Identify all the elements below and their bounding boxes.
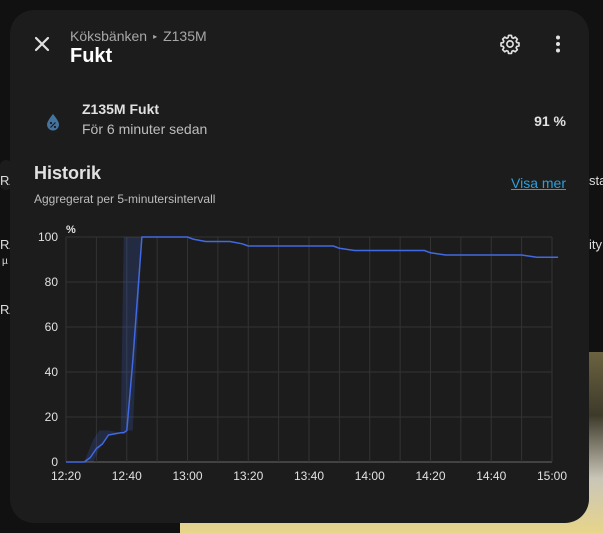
breadcrumb-device[interactable]: Z135M xyxy=(163,28,207,44)
chevron-right-icon: ▸ xyxy=(153,31,158,41)
breadcrumb: Köksbänken ▸ Z135M xyxy=(70,28,207,44)
y-axis-label: % xyxy=(66,224,76,236)
background-fragment: µ xyxy=(2,256,8,267)
y-tick-label: 60 xyxy=(45,320,59,334)
y-tick-label: 100 xyxy=(38,230,58,244)
entity-last-changed: För 6 minuter sedan xyxy=(82,121,208,137)
min-max-band xyxy=(66,237,142,462)
y-tick-label: 0 xyxy=(51,455,58,469)
x-tick-label: 13:40 xyxy=(294,469,324,483)
dialog-title: Fukt xyxy=(70,45,113,67)
background-fragment: ity xyxy=(589,237,602,252)
x-tick-label: 15:00 xyxy=(537,469,567,483)
y-tick-label: 40 xyxy=(45,365,59,379)
entity-name: Z135M Fukt xyxy=(82,101,160,117)
entity-row: Z135M Fukt För 6 minuter sedan 91 % xyxy=(30,98,570,148)
x-tick-label: 13:20 xyxy=(233,469,263,483)
history-subtitle: Aggregerat per 5-minutersintervall xyxy=(34,192,216,206)
entity-state-value: 91 % xyxy=(534,113,566,129)
x-tick-label: 12:40 xyxy=(112,469,142,483)
background-card xyxy=(0,160,12,190)
y-tick-label: 80 xyxy=(45,275,59,289)
series-line xyxy=(66,236,559,463)
x-tick-label: 14:00 xyxy=(355,469,385,483)
close-button[interactable] xyxy=(30,32,54,56)
x-tick-label: 14:40 xyxy=(476,469,506,483)
settings-button[interactable] xyxy=(499,33,521,55)
show-more-link[interactable]: Visa mer xyxy=(511,175,566,191)
x-tick-label: 14:20 xyxy=(415,469,445,483)
breadcrumb-area[interactable]: Köksbänken xyxy=(70,28,148,44)
dots-vertical-icon xyxy=(556,35,560,53)
y-tick-label: 20 xyxy=(45,410,59,424)
more-options-button[interactable] xyxy=(548,34,568,54)
x-tick-label: 13:00 xyxy=(172,469,202,483)
background-fragment: sta xyxy=(589,173,603,188)
history-title: Historik xyxy=(34,163,102,183)
water-percent-icon xyxy=(43,112,63,132)
more-info-dialog: Köksbänken ▸ Z135M Fukt Z135M Fukt För 6… xyxy=(10,10,589,523)
close-icon xyxy=(34,36,50,52)
gear-icon xyxy=(500,34,520,55)
x-tick-label: 12:20 xyxy=(51,469,81,483)
history-chart: 0 20 40 60 80 100 12:20 12:40 13:00 13:20 13:40 14:… xyxy=(38,224,567,483)
